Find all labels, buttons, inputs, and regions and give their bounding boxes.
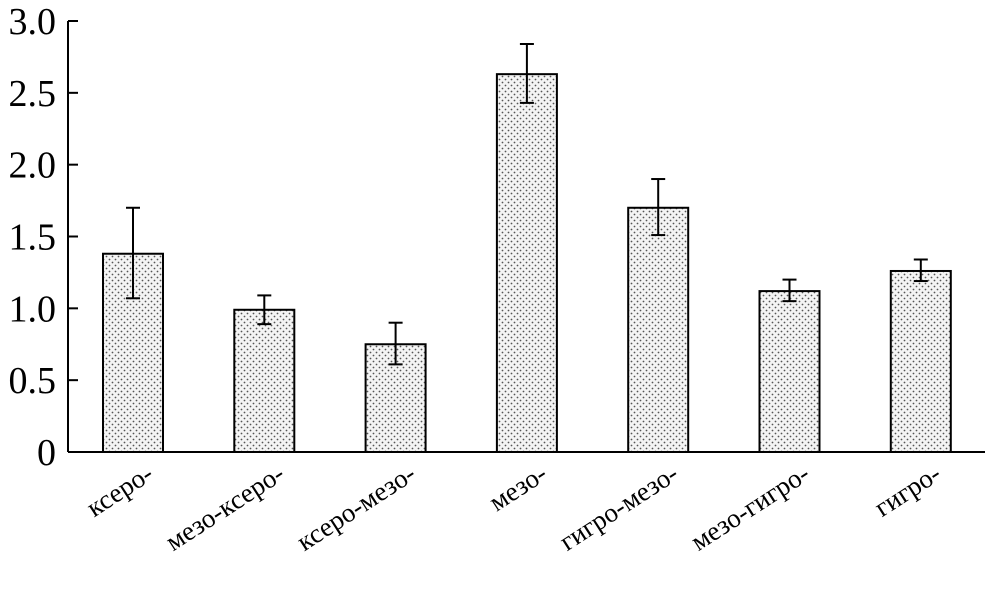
bars bbox=[102, 73, 952, 454]
category-labels: ксеро-мезо-ксеро-ксеро-мезо-мезо-гигро-м… bbox=[81, 458, 946, 557]
bar-7 bbox=[889, 269, 952, 454]
error-bar-4 bbox=[519, 42, 534, 104]
y-tick-label: 0 bbox=[37, 432, 56, 474]
category-label-5: гигро-мезо- bbox=[554, 458, 684, 557]
y-tick-label: 2.0 bbox=[9, 145, 57, 187]
bar-6 bbox=[758, 290, 821, 453]
error-bar-7 bbox=[913, 258, 928, 283]
category-label-7: гигро- bbox=[869, 458, 946, 523]
y-tick-label: 3.0 bbox=[9, 1, 57, 43]
y-tick-label: 1.5 bbox=[9, 217, 57, 259]
category-label-1: ксеро- bbox=[81, 458, 158, 523]
error-bar-5 bbox=[651, 178, 666, 237]
y-tick-label: 0.5 bbox=[9, 360, 57, 402]
y-axis: 0 0.5 1.0 1.5 2.0 2.5 3.0 bbox=[9, 1, 78, 474]
error-bar-2 bbox=[257, 294, 272, 326]
category-label-2: мезо-ксеро- bbox=[160, 458, 290, 557]
category-label-3: ксеро-мезо- bbox=[291, 458, 421, 557]
error-bar-3 bbox=[388, 321, 403, 366]
error-bars bbox=[126, 42, 928, 366]
error-bar-6 bbox=[782, 278, 797, 303]
bar-2 bbox=[233, 308, 296, 453]
y-tick-label: 2.5 bbox=[9, 73, 57, 115]
category-label-4: мезо- bbox=[483, 458, 552, 517]
category-label-6: мезо-гигро- bbox=[685, 458, 815, 557]
bar-5 bbox=[627, 206, 690, 453]
y-tick-label: 1.0 bbox=[9, 288, 57, 330]
error-bar-1 bbox=[126, 206, 140, 300]
bar-4 bbox=[495, 73, 558, 453]
